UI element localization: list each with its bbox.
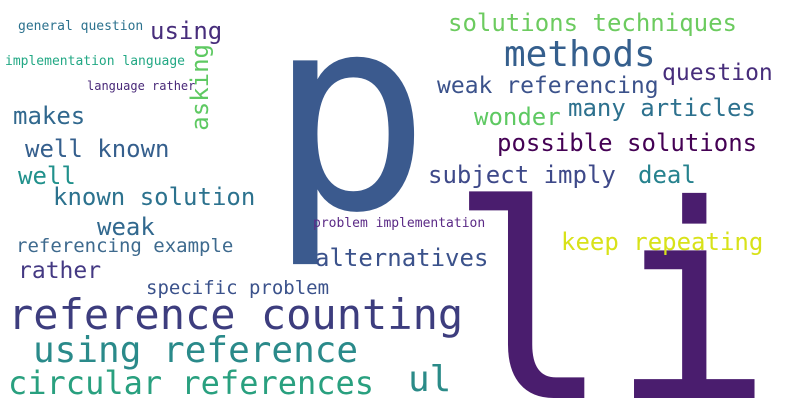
word-using: using <box>150 17 223 45</box>
word-li: li <box>448 147 774 400</box>
word-circular-references: circular references <box>8 364 375 400</box>
word-subject-imply: subject imply <box>428 161 616 189</box>
word-question: question <box>662 60 773 86</box>
word-problem-implementation: problem implementation <box>313 216 486 231</box>
word-solutions-techniques: solutions techniques <box>448 9 737 37</box>
word-implementation-language: implementation language <box>5 54 186 69</box>
word-makes: makes <box>13 102 86 130</box>
word-using-reference: using reference <box>33 330 359 371</box>
word-rather: rather <box>18 258 102 284</box>
word-weak: weak <box>97 213 155 241</box>
word-p: p <box>268 0 431 272</box>
word-alternatives: alternatives <box>315 244 489 272</box>
word-reference-counting: reference counting <box>8 290 464 339</box>
word-known-solution: known solution <box>53 183 256 211</box>
word-deal: deal <box>638 161 696 189</box>
word-wonder: wonder <box>474 103 561 131</box>
word-referencing-example: referencing example <box>16 235 234 257</box>
word-many-articles: many articles <box>568 94 756 122</box>
word-keep-repeating: keep repeating <box>561 228 764 256</box>
word-specific-problem: specific problem <box>146 277 330 299</box>
word-methods: methods <box>504 34 656 75</box>
word-well: well <box>18 162 76 190</box>
word-language-rather: language rather <box>87 79 196 93</box>
word-well-known: well known <box>25 135 170 163</box>
word-weak-referencing: weak referencing <box>437 73 659 99</box>
word-general-question: general question <box>18 19 144 34</box>
word-ul: ul <box>408 359 452 400</box>
word-possible-solutions: possible solutions <box>497 129 758 157</box>
